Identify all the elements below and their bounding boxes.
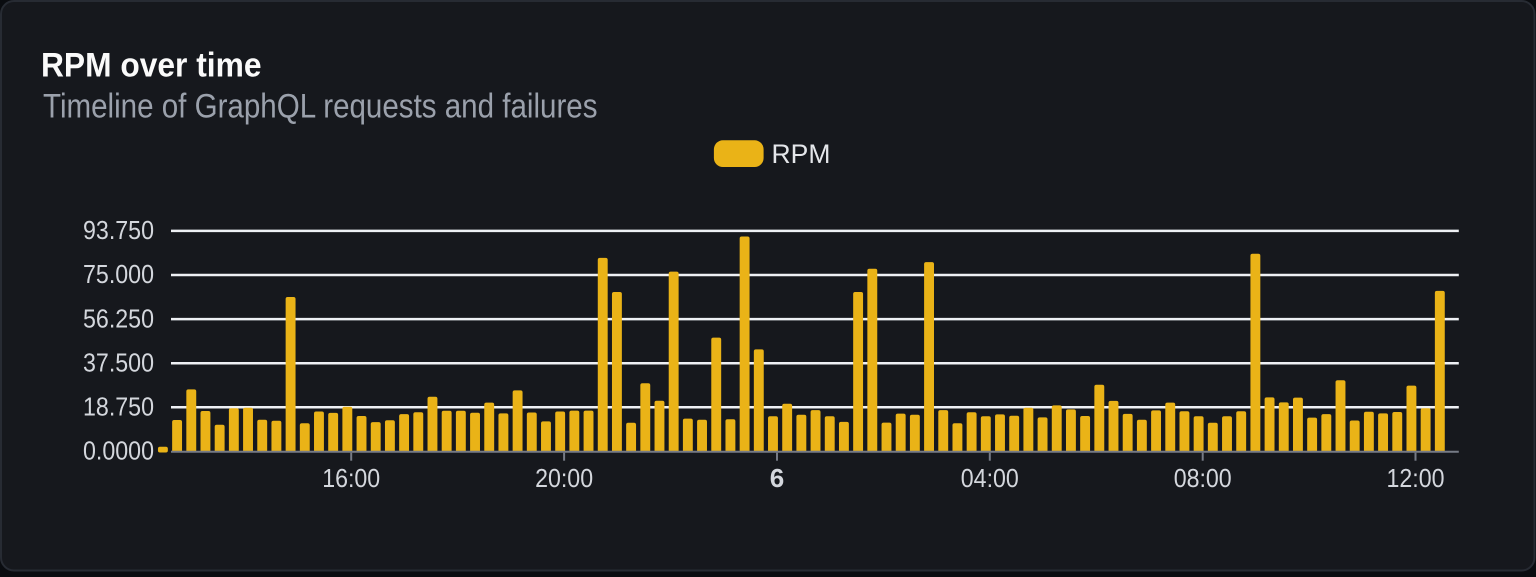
svg-text:37.500: 37.500 (83, 347, 154, 377)
svg-text:04:00: 04:00 (961, 463, 1019, 493)
svg-text:RPM over time: RPM over time (41, 47, 262, 85)
svg-text:RPM: RPM (772, 139, 831, 169)
svg-text:20:00: 20:00 (535, 463, 593, 493)
svg-text:16:00: 16:00 (322, 463, 380, 493)
svg-text:93.750: 93.750 (83, 215, 154, 245)
svg-text:56.250: 56.250 (83, 303, 154, 333)
svg-text:6: 6 (770, 463, 784, 493)
svg-text:Timeline of GraphQL requests a: Timeline of GraphQL requests and failure… (43, 87, 598, 125)
svg-text:08:00: 08:00 (1174, 463, 1232, 493)
svg-text:75.000: 75.000 (83, 259, 154, 289)
svg-text:0.0000: 0.0000 (83, 436, 154, 466)
svg-text:18.750: 18.750 (83, 392, 154, 422)
svg-text:12:00: 12:00 (1387, 463, 1445, 493)
